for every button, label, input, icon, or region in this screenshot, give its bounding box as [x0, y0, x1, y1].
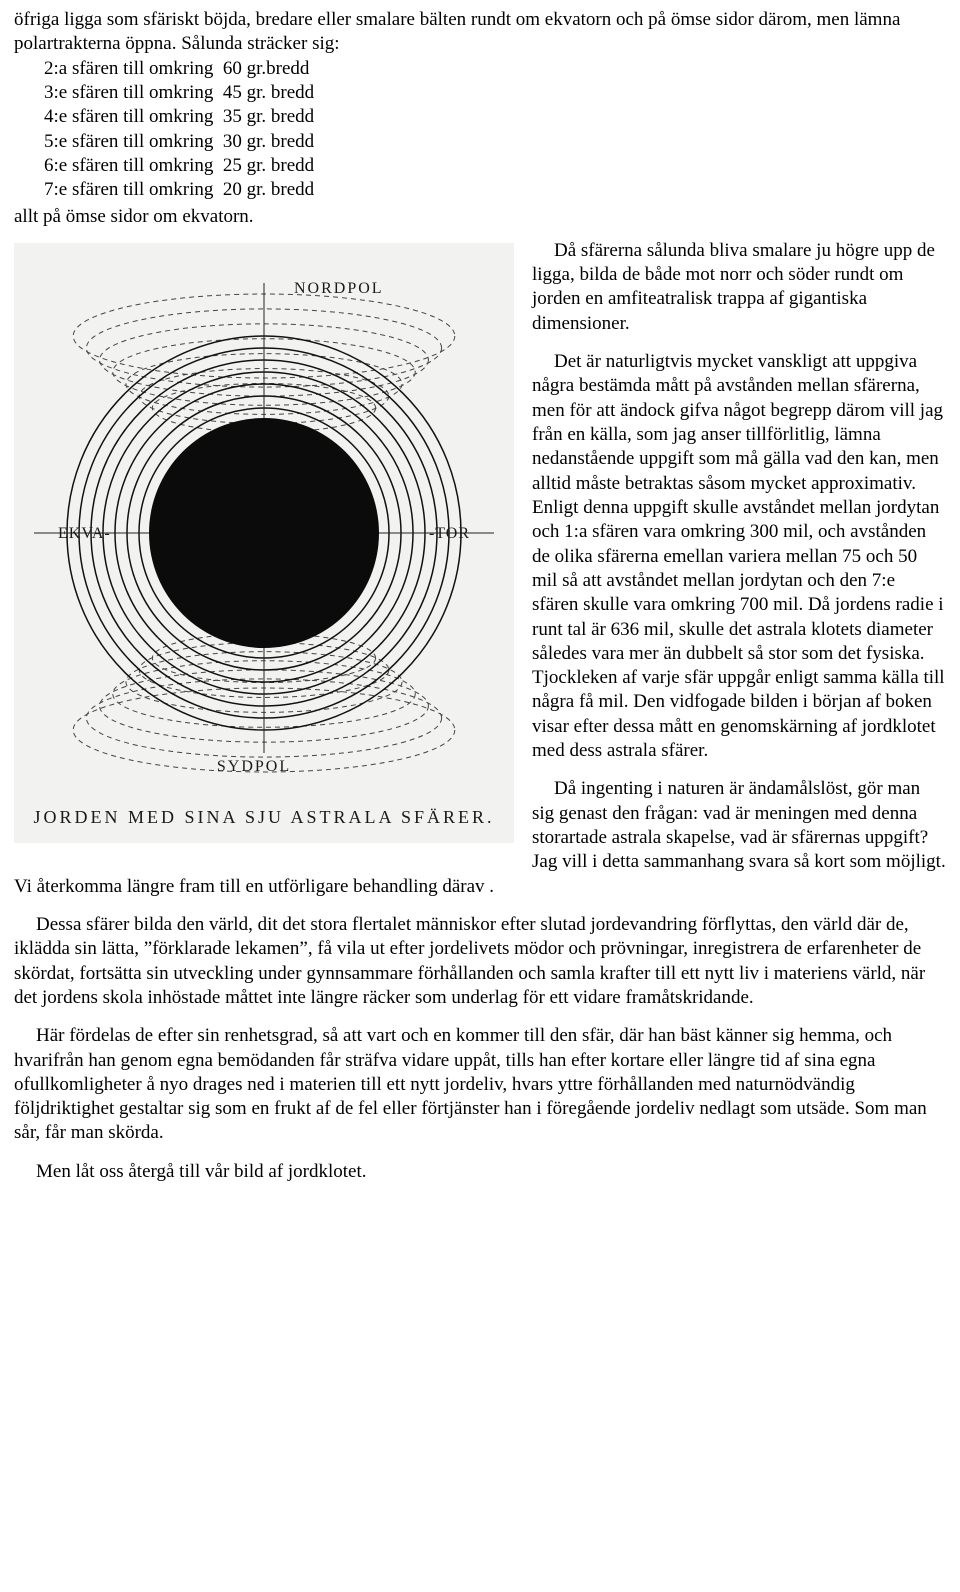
svg-text:NORDPOL: NORDPOL	[294, 280, 384, 297]
svg-text:JORDEN MED SINA SJU ASTRALA SF: JORDEN MED SINA SJU ASTRALA SFÄRER.	[33, 807, 494, 827]
sphere-line-3e: 3:e sfären till omkring 45 gr. bredd	[44, 81, 946, 105]
svg-text:SYDPOL: SYDPOL	[217, 758, 291, 775]
list-closing: allt på ömse sidor om ekvatorn.	[14, 205, 946, 229]
sphere-line-4e: 4:e sfären till omkring 35 gr. bredd	[44, 105, 946, 129]
sphere-line-7e: 7:e sfären till omkring 20 gr. bredd	[44, 178, 946, 202]
svg-text:EKVA-: EKVA-	[58, 525, 111, 542]
body-para-4: Dessa sfärer bilda den värld, dit det st…	[14, 913, 946, 1010]
body-para-6: Men låt oss återgå till vår bild af jord…	[14, 1160, 946, 1184]
sphere-line-6e: 6:e sfären till omkring 25 gr. bredd	[44, 154, 946, 178]
sphere-line-2a: 2:a sfären till omkring 60 gr.bredd	[44, 57, 946, 81]
body-para-5: Här fördelas de efter sin renhetsgrad, s…	[14, 1024, 946, 1146]
sphere-list: 2:a sfären till omkring 60 gr.bredd 3:e …	[14, 57, 946, 203]
intro-paragraph: öfriga ligga som sfäriskt böjda, bredare…	[14, 8, 946, 57]
sphere-line-5e: 5:e sfären till omkring 30 gr. bredd	[44, 130, 946, 154]
sphere-diagram: NORDPOL SYDPOL EKVA- -TOR JORDEN MED SINA SJ…	[14, 243, 514, 843]
svg-text:-TOR: -TOR	[429, 525, 470, 542]
